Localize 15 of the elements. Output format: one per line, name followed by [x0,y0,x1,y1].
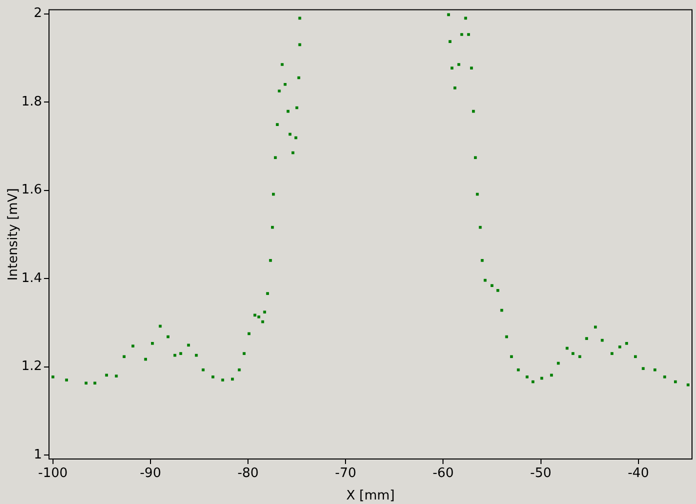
x-tick-label: -80 [237,466,259,482]
y-tick-label: 1 [34,447,42,462]
y-tick-label: 1.2 [21,359,42,374]
x-axis-title: X [mm] [346,488,395,504]
x-tick-label: -90 [140,466,162,482]
x-tick-label: -100 [38,466,68,482]
y-tick-label: 1.6 [21,182,42,198]
y-tick-label: 2 [34,6,42,22]
x-tick-label: -40 [628,466,649,482]
y-tick-label: 1.8 [21,94,42,110]
x-tick-label: -60 [432,466,454,482]
y-axis-title: Intensity [mV] [6,188,22,281]
x-tick-label: -70 [335,466,356,482]
x-tick-label: -50 [530,466,552,482]
y-tick-label: 1.4 [21,270,42,286]
